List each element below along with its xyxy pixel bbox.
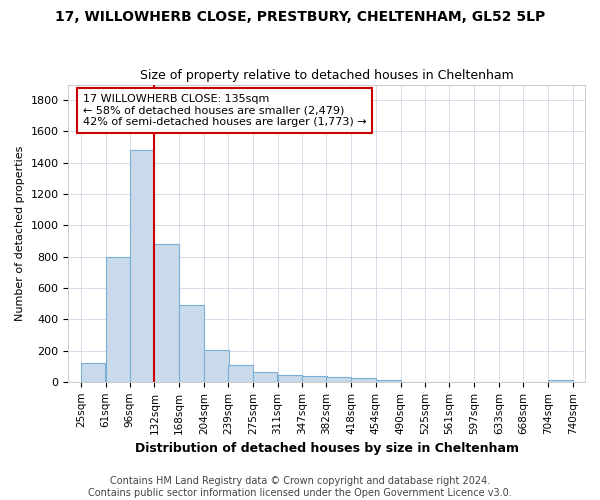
Bar: [253, 372, 277, 382]
Bar: [376, 380, 401, 382]
Title: Size of property relative to detached houses in Cheltenham: Size of property relative to detached ho…: [140, 69, 514, 82]
Bar: [351, 378, 376, 382]
Bar: [278, 375, 302, 382]
Bar: [179, 305, 204, 382]
Bar: [130, 150, 154, 382]
Text: 17 WILLOWHERB CLOSE: 135sqm
← 58% of detached houses are smaller (2,479)
42% of : 17 WILLOWHERB CLOSE: 135sqm ← 58% of det…: [83, 94, 367, 127]
Bar: [228, 366, 253, 382]
Bar: [548, 380, 572, 382]
Bar: [302, 376, 327, 382]
X-axis label: Distribution of detached houses by size in Cheltenham: Distribution of detached houses by size …: [135, 442, 519, 455]
Bar: [204, 350, 229, 382]
Text: 17, WILLOWHERB CLOSE, PRESTBURY, CHELTENHAM, GL52 5LP: 17, WILLOWHERB CLOSE, PRESTBURY, CHELTEN…: [55, 10, 545, 24]
Bar: [326, 378, 351, 382]
Bar: [81, 363, 106, 382]
Y-axis label: Number of detached properties: Number of detached properties: [15, 146, 25, 321]
Bar: [106, 256, 130, 382]
Bar: [154, 244, 179, 382]
Text: Contains HM Land Registry data © Crown copyright and database right 2024.
Contai: Contains HM Land Registry data © Crown c…: [88, 476, 512, 498]
